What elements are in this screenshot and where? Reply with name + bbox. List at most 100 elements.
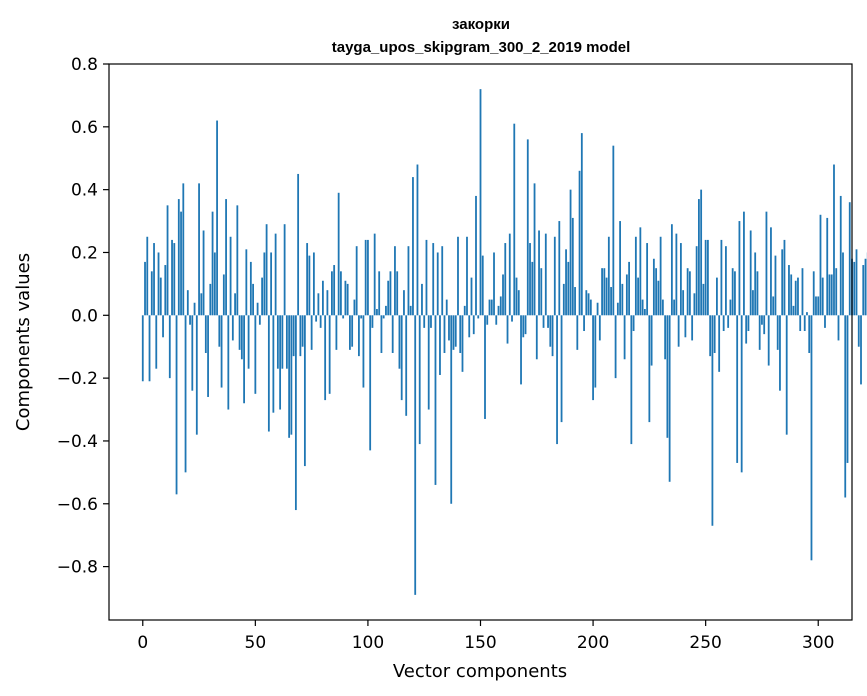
y-tick-label: −0.2: [57, 369, 98, 389]
y-tick-label: 0.6: [71, 118, 98, 138]
bar-149: [477, 315, 480, 319]
bar-301: [819, 214, 822, 316]
bar-83: [328, 315, 331, 394]
bar-204: [601, 268, 603, 316]
bar-74: [308, 255, 311, 316]
bar-72: [303, 315, 306, 467]
bar-266: [740, 315, 743, 473]
bar-300: [817, 296, 820, 316]
bar-218: [632, 315, 635, 332]
bar-163: [508, 233, 511, 316]
bar-250: [704, 239, 707, 316]
y-tick-label: 0.4: [71, 181, 98, 201]
bar-187: [562, 283, 565, 316]
bar-139: [454, 315, 457, 347]
bar-226: [650, 315, 653, 366]
bar-100: [367, 239, 369, 316]
bar-3: [148, 315, 151, 382]
bar-130: [434, 315, 437, 485]
bar-200: [592, 315, 594, 401]
bar-231: [661, 299, 664, 316]
bar-194: [578, 170, 581, 316]
bar-132: [439, 315, 441, 375]
bar-16: [177, 199, 180, 316]
bar-102: [371, 315, 374, 328]
x-tick-label: 100: [352, 633, 384, 653]
bar-36: [222, 274, 225, 316]
bar-307: [833, 164, 835, 316]
bar-21: [189, 315, 191, 325]
bar-103: [373, 233, 376, 316]
bar-262: [731, 268, 734, 316]
bar-15: [175, 315, 178, 495]
bar-84: [330, 271, 333, 316]
bar-201: [594, 315, 597, 388]
bar-50: [254, 315, 257, 394]
bar-236: [673, 299, 676, 316]
bar-34: [218, 315, 221, 347]
bar-178: [542, 315, 545, 328]
bar-202: [596, 302, 599, 316]
bar-192: [574, 287, 576, 316]
y-axis-ticks: 0.8 0.6 0.4 0.2 0.0 −0.2 −0.4 −0.6 −0.8: [57, 55, 109, 578]
bar-54: [263, 252, 266, 316]
bar-161: [504, 243, 507, 316]
bar-160: [502, 274, 504, 316]
bar-121: [414, 315, 417, 595]
bar-288: [790, 274, 793, 316]
bar-125: [423, 315, 426, 328]
bar-197: [585, 290, 588, 316]
bar-94: [353, 299, 356, 316]
bar-140: [457, 236, 459, 316]
x-tick-label: 50: [245, 633, 267, 653]
bar-219: [634, 236, 637, 316]
bar-137: [450, 315, 453, 504]
bar-27: [202, 230, 205, 316]
bar-40: [231, 315, 234, 341]
bar-278: [767, 315, 770, 366]
bar-138: [452, 315, 455, 350]
bar-268: [745, 315, 748, 344]
bar-85: [333, 265, 336, 316]
bar-206: [605, 277, 608, 316]
bar-239: [679, 243, 682, 316]
bar-275: [761, 315, 763, 325]
bar-241: [684, 315, 687, 338]
bar-277: [765, 211, 768, 316]
bar-211: [616, 302, 619, 316]
bar-43: [238, 315, 241, 350]
bar-251: [707, 239, 709, 316]
bar-309: [837, 315, 840, 341]
bar-124: [421, 283, 423, 316]
bar-150: [479, 89, 482, 316]
bar-107: [382, 315, 385, 319]
bar-271: [752, 290, 754, 316]
bar-122: [416, 164, 419, 316]
bar-280: [772, 296, 775, 316]
bar-9: [162, 315, 164, 338]
bar-313: [846, 315, 849, 463]
bar-148: [475, 195, 477, 316]
bar-314: [848, 202, 851, 316]
bar-128: [430, 315, 432, 328]
bar-184: [556, 315, 558, 445]
bar-58: [272, 315, 275, 413]
bar-260: [727, 315, 730, 328]
bar-176: [538, 230, 540, 316]
bar-25: [198, 183, 200, 316]
bar-222: [641, 299, 644, 316]
bar-258: [722, 315, 725, 332]
y-tick-label: 0.2: [71, 243, 98, 263]
bar-253: [711, 315, 714, 526]
bar-298: [812, 271, 815, 316]
bar-281: [774, 255, 777, 316]
y-axis-label: Components values: [13, 253, 34, 431]
bar-159: [499, 296, 502, 316]
bar-47: [247, 315, 250, 369]
bar-247: [697, 199, 700, 316]
bar-243: [688, 271, 691, 316]
bar-286: [785, 315, 788, 435]
bar-171: [526, 139, 529, 316]
x-axis-label: Vector components: [393, 661, 567, 682]
bar-257: [720, 239, 723, 316]
